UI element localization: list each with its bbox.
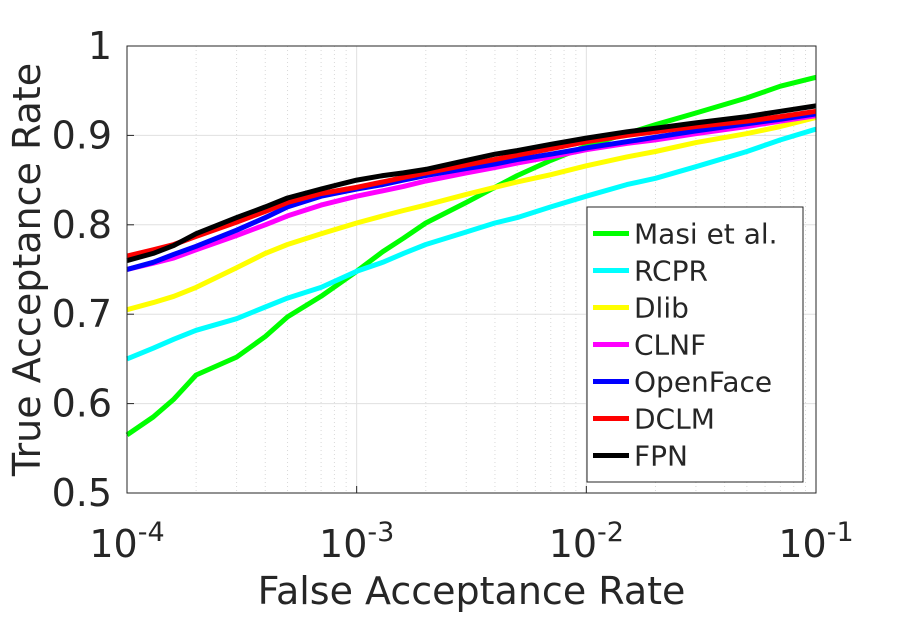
legend-label: DCLM [634,403,715,436]
x-axis-label: False Acceptance Rate [258,569,686,613]
legend-items: Masi et al. RCPR Dlib CLNF OpenFace DCLM FPN [593,218,778,473]
x-tick-label: 10-4 [89,517,164,566]
legend-label: RCPR [634,255,708,288]
series-line [126,115,817,313]
x-tick-label: 10-1 [778,517,853,566]
y-tick-label: 0.5 [52,471,112,515]
series-line [125,74,817,437]
x-tick-label: 10-3 [319,517,394,566]
plot-frame [126,45,817,494]
y-tick-label: 0.7 [52,292,112,336]
series-line [126,113,817,272]
series-lines [125,74,817,437]
series-line [126,126,817,362]
legend-label: Masi et al. [634,218,778,251]
y-tick-label: 0.9 [52,113,112,157]
legend: Masi et al. RCPR Dlib CLNF OpenFace DCLM FPN [586,206,804,483]
x-tick-label: 10-2 [549,517,624,566]
y-tick-label: 0.6 [52,382,112,426]
axis-ticks: 10-4 10-3 10-2 10-1 0.5 0.6 0.7 0.8 0.9 1 [52,24,854,566]
legend-label: FPN [634,440,688,473]
series-line [126,108,817,259]
series-line [126,103,817,264]
y-tick-label: 1 [88,24,112,68]
series-line [126,111,817,272]
legend-label: CLNF [634,329,706,362]
y-tick-label: 0.8 [52,203,112,247]
y-axis-label: True Acceptance Rate [5,63,49,477]
legend-label: OpenFace [634,366,772,399]
legend-label: Dlib [634,292,689,325]
